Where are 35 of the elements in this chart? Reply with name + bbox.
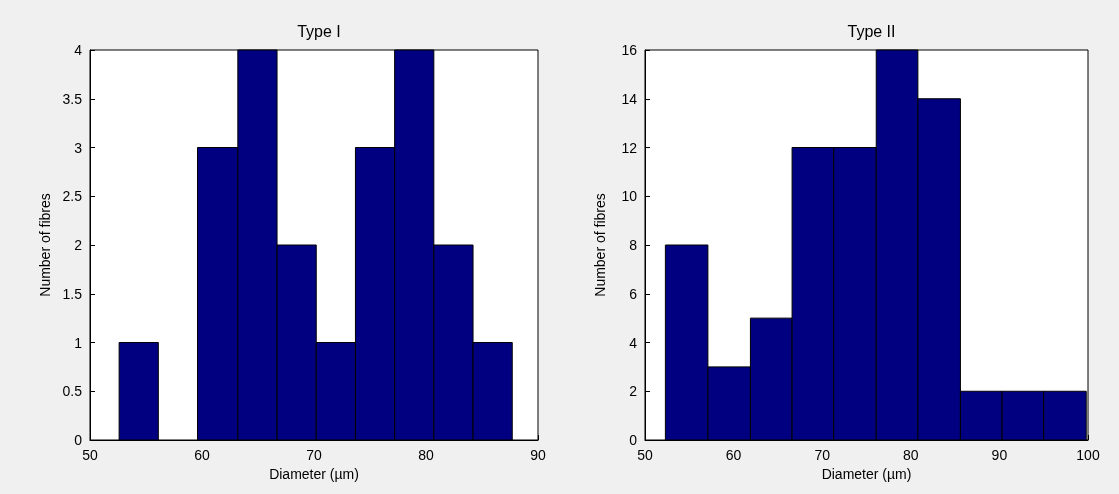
- y-axis-title: Number of fibres: [36, 193, 53, 297]
- x-tick-label: 100: [1076, 447, 1100, 463]
- y-tick-label: 2: [74, 237, 83, 253]
- y-tick-label: 1: [74, 334, 83, 351]
- y-tick-label: 10: [621, 188, 638, 205]
- y-tick-label: 0: [74, 432, 83, 448]
- y-axis-title: Number of fibres: [592, 193, 608, 297]
- x-tick-label: 80: [418, 447, 434, 463]
- chart-title: Type I: [297, 22, 341, 40]
- y-tick-label: 6: [629, 285, 638, 302]
- y-tick-label: 16: [621, 42, 638, 58]
- y-tick-label: 3.5: [62, 90, 83, 107]
- x-axis-title: Diameter (µm): [269, 465, 359, 482]
- x-tick-label: 90: [991, 447, 1008, 463]
- y-tick-label: 3: [74, 139, 83, 156]
- y-tick-label: 8: [629, 237, 638, 253]
- x-tick-label: 70: [306, 447, 322, 463]
- x-tick-label: 50: [82, 447, 98, 463]
- y-tick-label: 4: [74, 42, 83, 58]
- x-tick-label: 60: [194, 447, 210, 463]
- x-tick-label: 60: [725, 447, 742, 463]
- y-tick-label: 1.5: [62, 285, 83, 302]
- x-tick-label: 80: [903, 447, 919, 463]
- x-tick-label: 90: [530, 447, 546, 463]
- y-tick-label: 14: [621, 90, 638, 107]
- y-tick-label: 4: [629, 334, 638, 351]
- y-tick-label: 0: [629, 432, 638, 448]
- y-tick-label: 0.5: [62, 383, 83, 400]
- y-tick-label: 2: [629, 383, 638, 400]
- chart-title: Type II: [847, 22, 896, 40]
- y-tick-label: 2.5: [62, 188, 83, 205]
- x-tick-label: 70: [814, 447, 831, 463]
- y-tick-label: 12: [621, 139, 638, 156]
- x-axis-title: Diameter (µm): [821, 465, 912, 482]
- x-tick-label: 50: [637, 447, 653, 463]
